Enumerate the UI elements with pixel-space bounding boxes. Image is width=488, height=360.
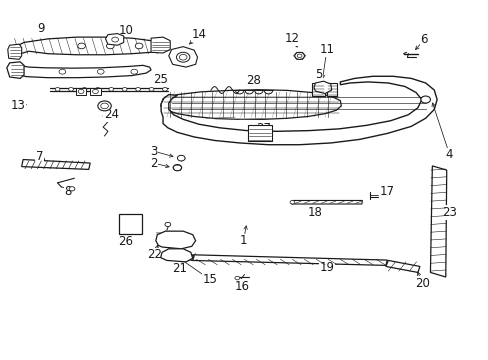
- Polygon shape: [291, 201, 362, 204]
- Text: 1: 1: [239, 234, 247, 247]
- Bar: [90, 87, 101, 95]
- Text: 15: 15: [202, 273, 217, 286]
- Bar: [76, 87, 86, 95]
- Circle shape: [176, 52, 189, 62]
- Text: 10: 10: [118, 23, 133, 37]
- Polygon shape: [160, 249, 192, 262]
- Circle shape: [135, 43, 142, 49]
- Polygon shape: [161, 76, 436, 145]
- Text: 14: 14: [191, 28, 206, 41]
- Text: 20: 20: [414, 276, 429, 289]
- Text: 2: 2: [149, 157, 157, 170]
- Bar: [119, 214, 142, 234]
- Circle shape: [179, 54, 186, 60]
- Text: 5: 5: [314, 68, 322, 81]
- Circle shape: [131, 69, 137, 74]
- Polygon shape: [168, 47, 197, 67]
- Polygon shape: [385, 260, 419, 273]
- Circle shape: [177, 155, 184, 161]
- Circle shape: [106, 43, 114, 49]
- Circle shape: [234, 276, 239, 280]
- Polygon shape: [7, 62, 24, 78]
- Circle shape: [164, 222, 170, 226]
- Text: 19: 19: [319, 261, 334, 274]
- Text: 8: 8: [64, 185, 72, 198]
- Polygon shape: [313, 81, 331, 94]
- Text: 21: 21: [172, 262, 187, 275]
- Circle shape: [289, 201, 294, 204]
- Polygon shape: [191, 255, 386, 265]
- Polygon shape: [10, 37, 163, 57]
- Circle shape: [82, 87, 87, 91]
- Polygon shape: [171, 251, 194, 260]
- Circle shape: [162, 87, 167, 91]
- Bar: [248, 125, 272, 141]
- Bar: [311, 83, 325, 96]
- Circle shape: [149, 87, 154, 91]
- Text: 26: 26: [118, 235, 133, 248]
- Circle shape: [101, 103, 108, 109]
- Bar: [326, 83, 337, 96]
- Text: 6: 6: [420, 33, 427, 46]
- Circle shape: [78, 89, 84, 94]
- Polygon shape: [8, 44, 21, 59]
- Circle shape: [136, 87, 140, 91]
- Circle shape: [95, 87, 100, 91]
- Text: 12: 12: [285, 32, 299, 45]
- Circle shape: [98, 101, 111, 111]
- Text: 16: 16: [234, 280, 249, 293]
- Polygon shape: [12, 66, 151, 78]
- Polygon shape: [160, 90, 341, 119]
- Circle shape: [78, 43, 85, 49]
- Text: 22: 22: [146, 248, 162, 261]
- Circle shape: [420, 96, 429, 103]
- Circle shape: [297, 54, 302, 58]
- Circle shape: [122, 87, 127, 91]
- Text: 4: 4: [445, 148, 452, 161]
- Text: 24: 24: [103, 108, 119, 121]
- Text: 9: 9: [37, 22, 44, 35]
- Text: 25: 25: [153, 73, 168, 86]
- Polygon shape: [21, 159, 90, 170]
- Polygon shape: [156, 231, 195, 249]
- Circle shape: [294, 52, 304, 59]
- Text: 27: 27: [256, 122, 271, 135]
- Text: 11: 11: [319, 43, 334, 56]
- Text: 13: 13: [11, 99, 26, 112]
- Text: 3: 3: [149, 145, 157, 158]
- Text: 28: 28: [245, 74, 260, 87]
- Text: 18: 18: [307, 206, 322, 219]
- Circle shape: [69, 187, 75, 191]
- Circle shape: [55, 87, 60, 91]
- Text: 7: 7: [36, 149, 43, 162]
- Circle shape: [173, 165, 182, 171]
- Circle shape: [109, 87, 113, 91]
- Circle shape: [92, 89, 98, 94]
- Text: 17: 17: [379, 185, 394, 198]
- Polygon shape: [105, 33, 123, 45]
- Circle shape: [68, 87, 73, 91]
- Circle shape: [59, 69, 65, 74]
- Polygon shape: [429, 166, 446, 277]
- Circle shape: [97, 69, 104, 74]
- Text: 23: 23: [441, 206, 456, 219]
- Circle shape: [112, 37, 118, 42]
- Polygon shape: [151, 37, 170, 53]
